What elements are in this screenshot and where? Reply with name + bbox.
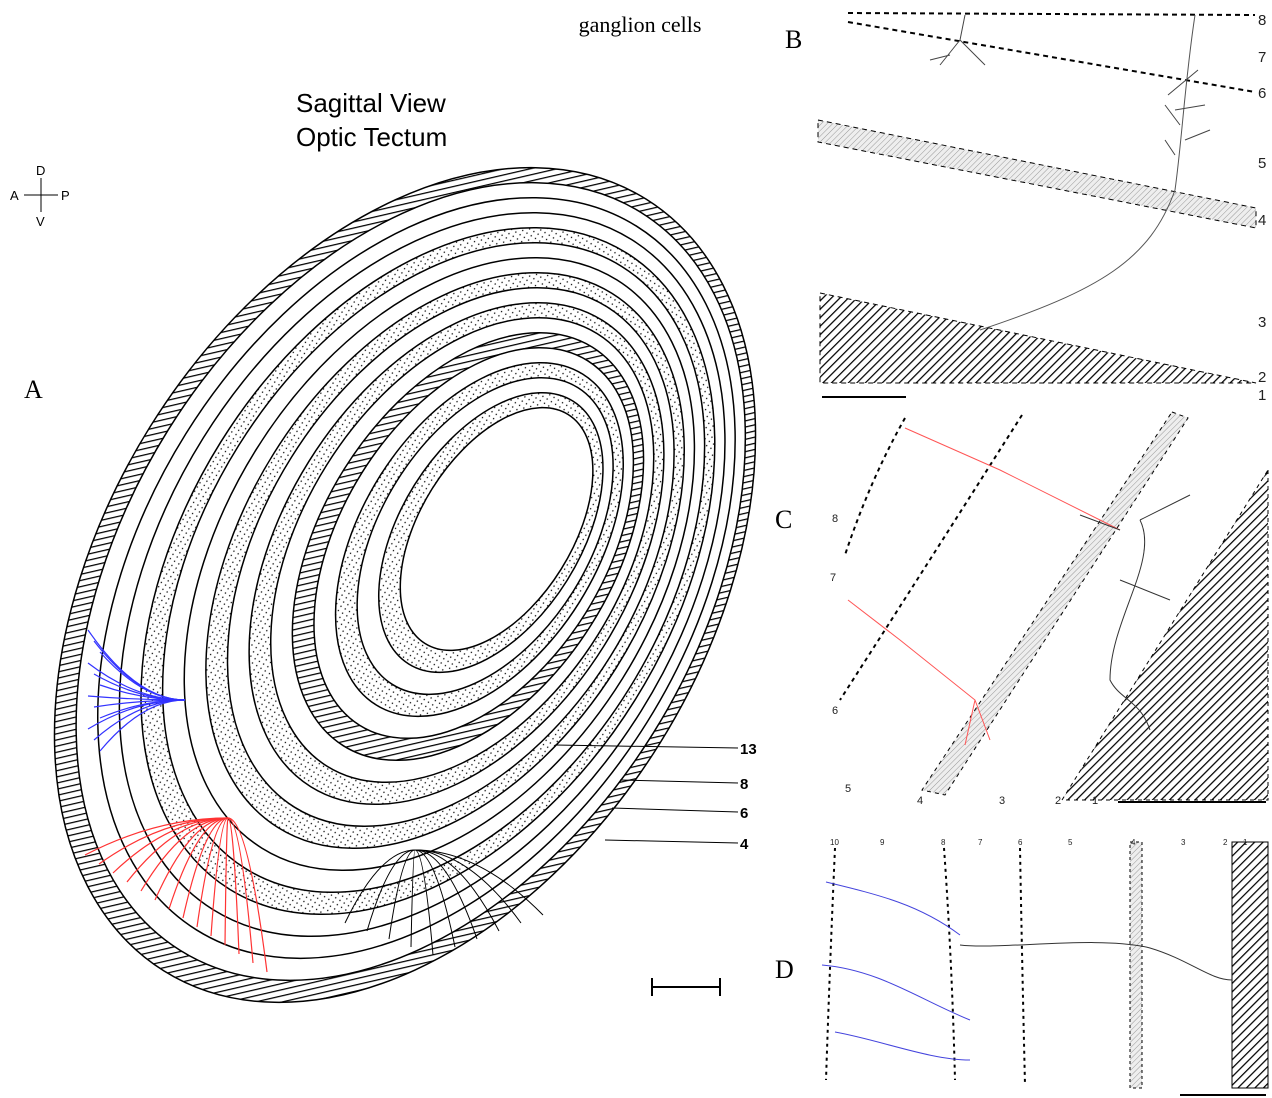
layer-label: 1 (1258, 387, 1266, 404)
panel-label: A (24, 375, 43, 404)
layer-label: 8 (832, 513, 838, 525)
layer-label: 4 (1258, 212, 1266, 229)
layer-label: 6 (740, 805, 748, 822)
panel-c: C 8 7 6 5 4 3 2 1 (775, 412, 1268, 807)
compass: D A P V (10, 163, 70, 229)
layer-label: 3 (999, 795, 1005, 807)
layer-label: 8 (1258, 12, 1266, 29)
panel-a: A Sagittal View Optic Tectum D A P V 13 8… (0, 40, 901, 1098)
layer-label: 7 (978, 838, 983, 847)
panel-d: D 10 9 8 7 6 5 4 3 2 1 (775, 838, 1268, 1095)
layer-label: 2 (1055, 795, 1061, 807)
layer-label: 3 (1181, 838, 1186, 847)
compass-label: D (36, 163, 45, 178)
layer-label: 2 (1258, 369, 1266, 386)
layer-label: 13 (740, 741, 757, 758)
layer-label: 10 (830, 838, 839, 847)
figure: ganglion cells A Sagittal View Optic Tec… (0, 0, 1272, 1098)
layer-label: 9 (880, 838, 885, 847)
title-line: Optic Tectum (296, 122, 447, 152)
layer-label: 4 (1131, 838, 1136, 847)
layer-label: 6 (1018, 838, 1023, 847)
layer-label: 7 (830, 572, 836, 584)
panel-label: B (785, 25, 802, 54)
layer-label: 2 (1223, 838, 1228, 847)
layer-label: 5 (1068, 838, 1073, 847)
compass-label: P (61, 188, 70, 203)
layer-label: 4 (740, 836, 749, 853)
title-line: Sagittal View (296, 88, 446, 118)
layer-label: 5 (845, 783, 851, 795)
layer-label: 4 (917, 795, 923, 807)
panel-b: B 8 7 6 5 4 3 21 (785, 12, 1266, 404)
compass-label: V (36, 214, 45, 229)
layer-label: 3 (1258, 314, 1266, 331)
layer-label: 6 (832, 705, 838, 717)
layer-label: 6 (1258, 85, 1266, 102)
caption-fragment: ganglion cells (579, 12, 702, 37)
layer-label: 5 (1258, 155, 1266, 172)
layer-label: 8 (941, 838, 946, 847)
scale-bar (652, 978, 720, 996)
tectum-layers (0, 40, 901, 1098)
layer-label: 1 (1092, 795, 1098, 807)
panel-label: D (775, 955, 794, 984)
layer-label: 1 (1243, 838, 1248, 847)
layer-label: 7 (1258, 49, 1266, 66)
panel-label: C (775, 505, 792, 534)
compass-label: A (10, 188, 19, 203)
layer-label: 8 (740, 776, 748, 793)
